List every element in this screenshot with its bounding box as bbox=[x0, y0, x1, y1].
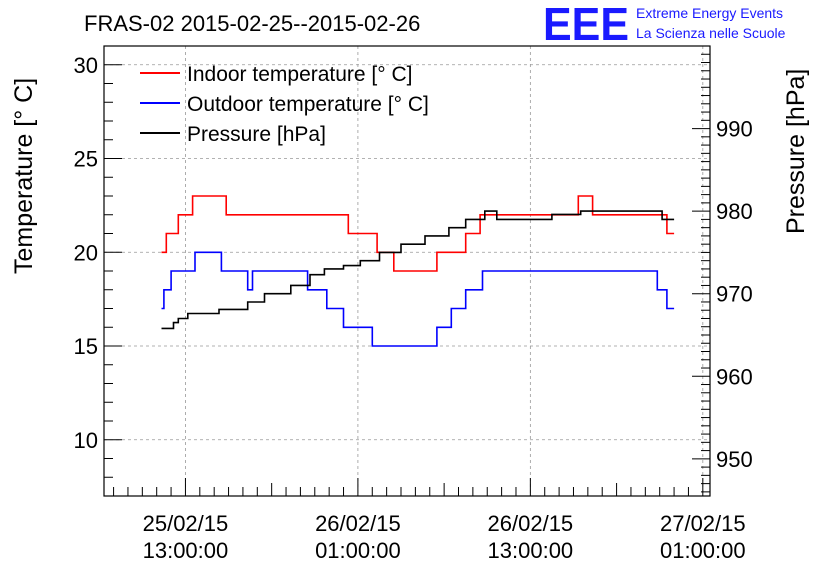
chart-title: FRAS-02 2015-02-25--2015-02-26 bbox=[84, 11, 420, 36]
y-tick-label: 10 bbox=[74, 428, 98, 453]
x-tick-label-time: 01:00:00 bbox=[660, 538, 746, 563]
x-tick-label-date: 26/02/15 bbox=[488, 511, 574, 536]
y2-tick-label: 950 bbox=[716, 447, 753, 472]
series-layer bbox=[161, 195, 675, 347]
legend-entry-2: Pressure [hPa] bbox=[187, 123, 326, 146]
eee-logo-line2: La Scienza nelle Scuole bbox=[636, 25, 786, 41]
x-tick-label-date: 27/02/15 bbox=[660, 511, 746, 536]
eee-logo-mark: EEE bbox=[543, 0, 629, 50]
y-tick-label: 25 bbox=[74, 147, 98, 172]
x-tick-label-time: 13:00:00 bbox=[143, 538, 229, 563]
eee-logo: EEE Extreme Energy Events La Scienza nel… bbox=[543, 0, 786, 50]
legend: Indoor temperature [° C] Outdoor temperat… bbox=[140, 63, 429, 146]
axis-ticks: 101520253095096097098099025/02/1513:00:0… bbox=[74, 45, 753, 563]
x-tick-label-date: 26/02/15 bbox=[315, 511, 401, 536]
y2-tick-label: 960 bbox=[716, 364, 753, 389]
series-line-2 bbox=[161, 210, 675, 330]
y2-tick-label: 990 bbox=[716, 117, 753, 142]
series-line-0 bbox=[161, 195, 675, 272]
legend-entry-0: Indoor temperature [° C] bbox=[187, 63, 413, 86]
y2-axis-label: Pressure [hPa] bbox=[782, 69, 810, 234]
y-tick-label: 30 bbox=[74, 53, 98, 78]
x-tick-label-time: 01:00:00 bbox=[315, 538, 401, 563]
x-tick-label-date: 25/02/15 bbox=[143, 511, 229, 536]
eee-logo-line1: Extreme Energy Events bbox=[636, 5, 783, 21]
legend-entry-1: Outdoor temperature [° C] bbox=[187, 93, 429, 116]
series-line-1 bbox=[161, 251, 675, 347]
y2-tick-label: 970 bbox=[716, 282, 753, 307]
y-axis-label: Temperature [° C] bbox=[10, 78, 38, 274]
y2-tick-label: 980 bbox=[716, 199, 753, 224]
y-tick-label: 20 bbox=[74, 240, 98, 265]
y-tick-label: 15 bbox=[74, 334, 98, 359]
x-tick-label-time: 13:00:00 bbox=[488, 538, 574, 563]
